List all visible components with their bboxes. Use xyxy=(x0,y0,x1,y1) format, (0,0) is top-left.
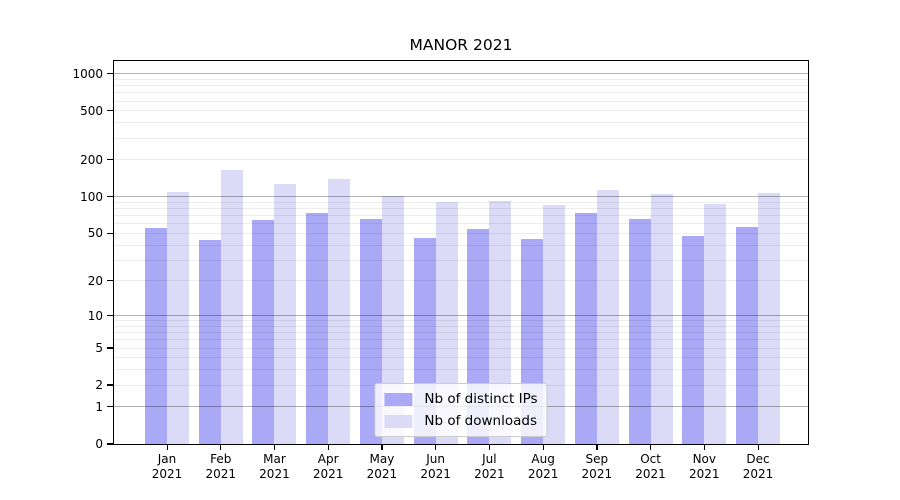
bar-distinct-ips xyxy=(252,220,275,444)
x-tick-mark xyxy=(435,444,437,450)
x-tick-label: Apr 2021 xyxy=(312,452,344,481)
y-tick-mark xyxy=(107,384,113,386)
bar-downloads xyxy=(650,193,673,444)
legend: Nb of distinct IPs Nb of downloads xyxy=(374,383,548,437)
plot-area: Nb of distinct IPs Nb of downloads 1000 5… xyxy=(72,60,809,481)
x-tick-label: Oct 2021 xyxy=(635,452,666,481)
bar-downloads xyxy=(758,193,781,444)
legend-swatch-downloads-icon xyxy=(384,414,413,428)
x-tick-label: Sep 2021 xyxy=(581,452,613,481)
bar-distinct-ips xyxy=(682,235,705,444)
legend-label-distinct-ips: Nb of distinct IPs xyxy=(424,391,538,407)
y-tick-label: 1 xyxy=(95,399,103,414)
x-tick-mark xyxy=(488,444,491,450)
x-tick-mark xyxy=(542,444,544,450)
x-tick-label: Jul 2021 xyxy=(474,452,505,481)
bar-downloads xyxy=(274,184,297,444)
y-tick-mark xyxy=(107,347,113,349)
bar-distinct-ips xyxy=(198,240,221,444)
x-tick-mark xyxy=(220,444,222,450)
y-tick-mark xyxy=(107,196,113,198)
x-tick-mark xyxy=(650,444,652,450)
y-tick-mark xyxy=(107,280,113,282)
x-tick-mark xyxy=(327,444,329,450)
bar-downloads xyxy=(704,204,727,444)
y-tick-mark xyxy=(107,443,113,445)
y-tick-label: 2 xyxy=(95,378,103,393)
bar-distinct-ips xyxy=(145,228,167,444)
y-tick-label: 5 xyxy=(95,341,103,356)
y-tick-label: 0 xyxy=(95,437,103,451)
x-tick-label: Dec 2021 xyxy=(742,452,774,481)
y-tick-label: 1000 xyxy=(72,66,103,81)
bar-downloads xyxy=(596,190,619,444)
bar-downloads xyxy=(543,205,566,444)
x-tick-label: Nov 2021 xyxy=(689,452,720,481)
y-tick-mark xyxy=(107,110,113,112)
y-tick-mark xyxy=(107,314,113,317)
bar-downloads xyxy=(167,191,189,444)
x-tick-label: Mar 2021 xyxy=(259,452,290,481)
bar-distinct-ips xyxy=(628,218,651,444)
x-tick-mark xyxy=(757,444,759,450)
x-tick-label: Jun 2021 xyxy=(420,452,451,481)
y-tick-mark xyxy=(107,159,113,161)
x-tick-label: Aug 2021 xyxy=(527,452,559,481)
x-tick-mark xyxy=(273,444,276,450)
bar-downloads xyxy=(220,170,243,444)
legend-label-downloads: Nb of downloads xyxy=(424,413,537,429)
y-tick-mark xyxy=(107,232,113,234)
x-tick-label: Feb 2021 xyxy=(205,452,236,481)
y-tick-mark xyxy=(107,73,113,75)
legend-swatch-distinct-ips-icon xyxy=(384,392,413,406)
y-tick-label: 50 xyxy=(87,226,103,241)
y-tick-label: 500 xyxy=(80,103,103,118)
chart-title: MANOR 2021 xyxy=(409,36,513,54)
bar-downloads xyxy=(381,195,404,444)
bar-distinct-ips xyxy=(306,213,329,444)
y-tick-label: 100 xyxy=(80,189,103,204)
bar-distinct-ips xyxy=(574,212,597,444)
y-tick-label: 200 xyxy=(80,152,103,167)
x-tick-label: May 2021 xyxy=(366,452,398,481)
x-tick-label: Jan 2021 xyxy=(151,452,183,481)
bar-downloads xyxy=(328,178,351,444)
x-tick-mark xyxy=(381,444,383,450)
x-tick-mark xyxy=(166,444,168,450)
x-tick-mark xyxy=(596,444,598,450)
legend-entry-distinct-ips: Nb of distinct IPs xyxy=(384,390,538,408)
x-tick-mark xyxy=(703,444,705,450)
legend-entry-downloads: Nb of downloads xyxy=(384,412,537,430)
bar-distinct-ips xyxy=(736,227,759,444)
y-tick-label: 10 xyxy=(87,308,103,323)
y-tick-label: 20 xyxy=(87,273,103,288)
y-tick-mark xyxy=(107,406,113,408)
